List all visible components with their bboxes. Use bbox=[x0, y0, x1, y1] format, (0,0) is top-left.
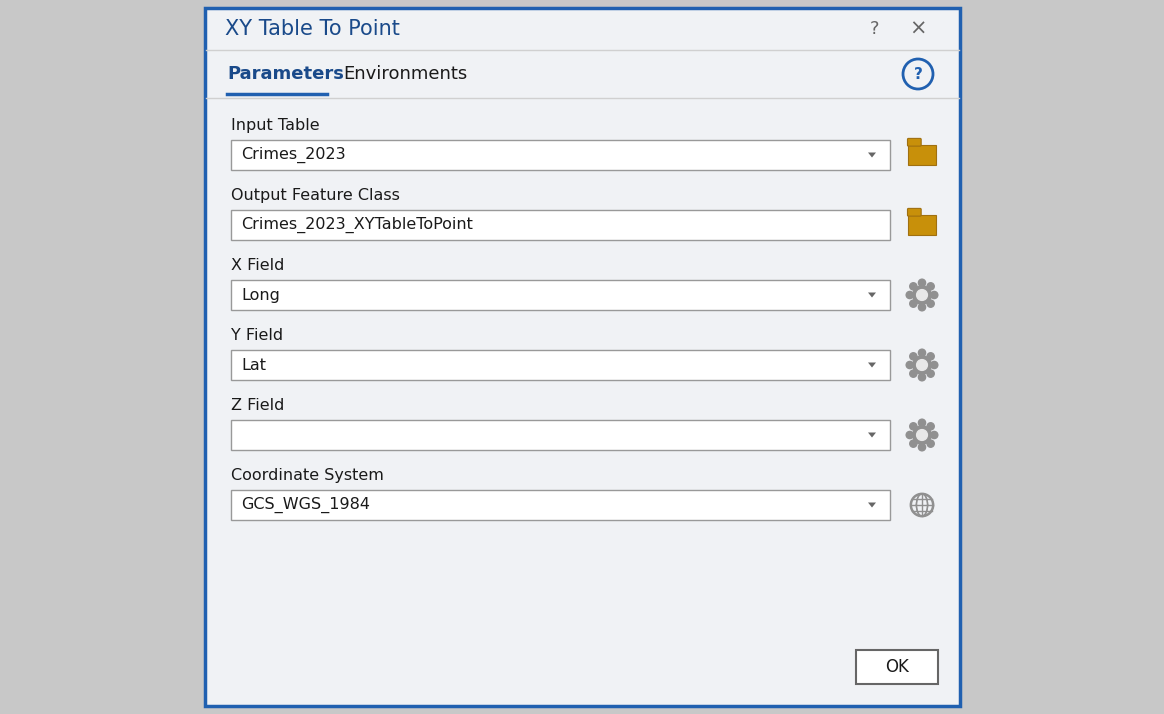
Text: Y Field: Y Field bbox=[230, 328, 283, 343]
Circle shape bbox=[918, 373, 925, 381]
Circle shape bbox=[906, 291, 914, 298]
Circle shape bbox=[927, 370, 935, 377]
FancyBboxPatch shape bbox=[908, 139, 921, 146]
Text: OK: OK bbox=[885, 658, 909, 676]
Circle shape bbox=[910, 300, 917, 307]
Circle shape bbox=[927, 423, 935, 430]
Circle shape bbox=[910, 283, 917, 290]
Text: Lat: Lat bbox=[241, 358, 267, 373]
FancyBboxPatch shape bbox=[205, 8, 960, 706]
Circle shape bbox=[916, 290, 928, 301]
Circle shape bbox=[916, 360, 928, 371]
Text: Z Field: Z Field bbox=[230, 398, 284, 413]
FancyBboxPatch shape bbox=[908, 145, 936, 166]
Circle shape bbox=[927, 283, 935, 290]
Polygon shape bbox=[868, 363, 876, 368]
Circle shape bbox=[931, 431, 938, 438]
Text: X Field: X Field bbox=[230, 258, 284, 273]
Circle shape bbox=[927, 353, 935, 360]
Text: Long: Long bbox=[241, 288, 279, 303]
Circle shape bbox=[927, 440, 935, 447]
Circle shape bbox=[916, 430, 928, 441]
Circle shape bbox=[910, 440, 917, 447]
FancyBboxPatch shape bbox=[856, 650, 938, 684]
Text: GCS_WGS_1984: GCS_WGS_1984 bbox=[241, 497, 370, 513]
FancyBboxPatch shape bbox=[230, 280, 890, 310]
Circle shape bbox=[910, 353, 917, 360]
Circle shape bbox=[931, 361, 938, 368]
Polygon shape bbox=[868, 153, 876, 158]
Text: Output Feature Class: Output Feature Class bbox=[230, 188, 400, 203]
Circle shape bbox=[918, 279, 925, 286]
Circle shape bbox=[918, 419, 925, 426]
Polygon shape bbox=[868, 293, 876, 298]
Circle shape bbox=[910, 370, 917, 377]
Polygon shape bbox=[868, 503, 876, 508]
Circle shape bbox=[906, 361, 914, 368]
FancyBboxPatch shape bbox=[908, 208, 921, 216]
Circle shape bbox=[913, 356, 931, 374]
Text: Coordinate System: Coordinate System bbox=[230, 468, 384, 483]
Circle shape bbox=[918, 349, 925, 356]
Circle shape bbox=[927, 300, 935, 307]
Circle shape bbox=[913, 426, 931, 444]
Text: ?: ? bbox=[914, 66, 922, 81]
Circle shape bbox=[931, 291, 938, 298]
Text: Input Table: Input Table bbox=[230, 118, 320, 133]
FancyBboxPatch shape bbox=[230, 140, 890, 170]
Text: Environments: Environments bbox=[343, 65, 467, 83]
Text: ×: × bbox=[909, 19, 927, 39]
Polygon shape bbox=[868, 433, 876, 438]
Text: Crimes_2023: Crimes_2023 bbox=[241, 147, 346, 163]
FancyBboxPatch shape bbox=[230, 210, 890, 240]
Circle shape bbox=[910, 423, 917, 430]
Circle shape bbox=[918, 303, 925, 311]
Text: XY Table To Point: XY Table To Point bbox=[225, 19, 400, 39]
FancyBboxPatch shape bbox=[230, 490, 890, 520]
FancyBboxPatch shape bbox=[230, 350, 890, 380]
Text: Crimes_2023_XYTableToPoint: Crimes_2023_XYTableToPoint bbox=[241, 217, 473, 233]
Circle shape bbox=[906, 431, 914, 438]
Text: Parameters: Parameters bbox=[227, 65, 343, 83]
FancyBboxPatch shape bbox=[908, 215, 936, 236]
Text: ?: ? bbox=[871, 20, 880, 38]
Circle shape bbox=[918, 443, 925, 451]
Circle shape bbox=[913, 286, 931, 304]
FancyBboxPatch shape bbox=[230, 420, 890, 450]
